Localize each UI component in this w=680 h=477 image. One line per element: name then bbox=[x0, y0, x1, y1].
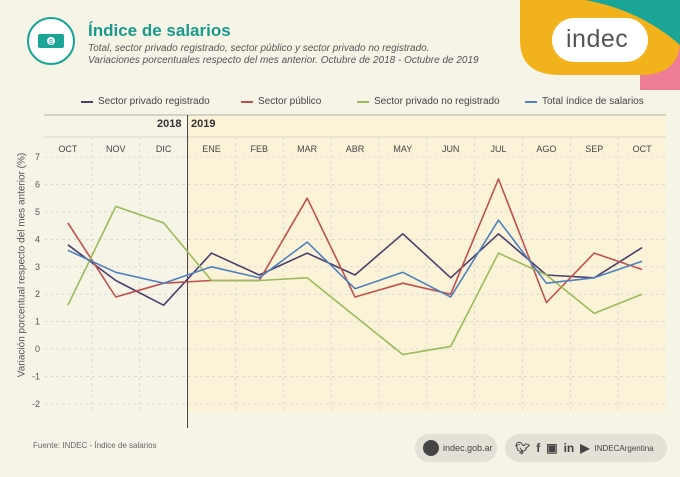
brand-pink-shape bbox=[640, 40, 680, 90]
page-title: Índice de salarios bbox=[88, 21, 231, 40]
legend-swatch bbox=[357, 100, 369, 103]
legend-label: Sector público bbox=[258, 96, 322, 107]
legend-label: Sector privado registrado bbox=[98, 96, 210, 107]
x-tick-label: AGO bbox=[536, 144, 556, 154]
legend-item-privado-registrado: Sector privado registrado bbox=[81, 96, 210, 107]
facebook-icon[interactable]: f bbox=[536, 441, 541, 455]
legend-swatch bbox=[241, 100, 253, 103]
linkedin-icon[interactable]: in bbox=[563, 441, 575, 455]
series-line-3 bbox=[67, 219, 643, 298]
y-tick-label: 6 bbox=[35, 179, 40, 189]
y-tick-label: 7 bbox=[35, 152, 40, 162]
year-label-2019: 2019 bbox=[191, 118, 216, 130]
legend-item-sector-publico: Sector público bbox=[241, 96, 321, 107]
x-tick-label: OCT bbox=[633, 144, 653, 154]
y-tick-label: 4 bbox=[35, 234, 40, 244]
website-text: indec.gob.ar bbox=[443, 443, 493, 453]
y-tick-label: 0 bbox=[35, 344, 40, 354]
legend-item-privado-no-registrado: Sector privado no registrado bbox=[357, 96, 500, 107]
subtitle-line-2: Variaciones porcentuales respecto del me… bbox=[88, 55, 479, 66]
x-tick-label: ENE bbox=[202, 144, 221, 154]
legend-label: Total índice de salarios bbox=[542, 96, 644, 107]
page-subtitle: Total, sector privado registrado, sector… bbox=[88, 43, 479, 67]
legend-swatch bbox=[81, 100, 93, 103]
y-tick-label: 1 bbox=[35, 317, 40, 327]
x-tick-label: NOV bbox=[106, 144, 126, 154]
website-link[interactable]: indec.gob.ar bbox=[415, 434, 497, 462]
x-tick-label: MAR bbox=[297, 144, 318, 154]
social-handle: INDECArgentina bbox=[594, 443, 654, 453]
brand-logo-pill bbox=[552, 18, 648, 62]
year-label-2018: 2018 bbox=[157, 118, 182, 130]
legend-swatch bbox=[525, 100, 537, 103]
indec-brand-graphic bbox=[520, 0, 680, 90]
x-tick-label: OCT bbox=[58, 144, 78, 154]
y-tick-label: 2 bbox=[35, 289, 40, 299]
youtube-icon[interactable]: ▶ bbox=[580, 441, 590, 455]
x-tick-label: JUL bbox=[491, 144, 507, 154]
y-tick-label: -2 bbox=[32, 399, 40, 409]
x-tick-label: SEP bbox=[585, 144, 603, 154]
banknote-icon: $ bbox=[27, 17, 75, 65]
source-note: Fuente: INDEC - Índice de salarios bbox=[33, 441, 157, 450]
social-links: 🐦︎ f ▣ in ▶ INDECArgentina bbox=[505, 434, 667, 462]
y-tick-label: -1 bbox=[32, 372, 40, 382]
indec-logo: indec bbox=[566, 25, 629, 53]
subtitle-line-1: Total, sector privado registrado, sector… bbox=[88, 43, 430, 54]
y-tick-label: 5 bbox=[35, 207, 40, 217]
legend-item-total-indice: Total índice de salarios bbox=[525, 96, 644, 107]
x-tick-label: DIC bbox=[156, 144, 172, 154]
instagram-icon[interactable]: ▣ bbox=[546, 441, 558, 455]
twitter-icon[interactable]: 🐦︎ bbox=[515, 441, 531, 455]
x-tick-label: FEB bbox=[251, 144, 269, 154]
y-tick-label: 3 bbox=[35, 262, 40, 272]
globe-icon bbox=[423, 440, 439, 456]
chart-legend: Sector privado registrado Sector público… bbox=[45, 96, 665, 112]
brand-teal-shape bbox=[585, 0, 680, 45]
x-tick-label: ABR bbox=[346, 144, 365, 154]
x-tick-label: JUN bbox=[442, 144, 460, 154]
x-tick-label: MAY bbox=[393, 144, 412, 154]
series-line-2 bbox=[67, 205, 643, 356]
legend-label: Sector privado no registrado bbox=[374, 96, 500, 107]
y-axis-label-text: Variación porcentual respecto del mes an… bbox=[16, 152, 28, 378]
svg-text:$: $ bbox=[49, 39, 53, 46]
